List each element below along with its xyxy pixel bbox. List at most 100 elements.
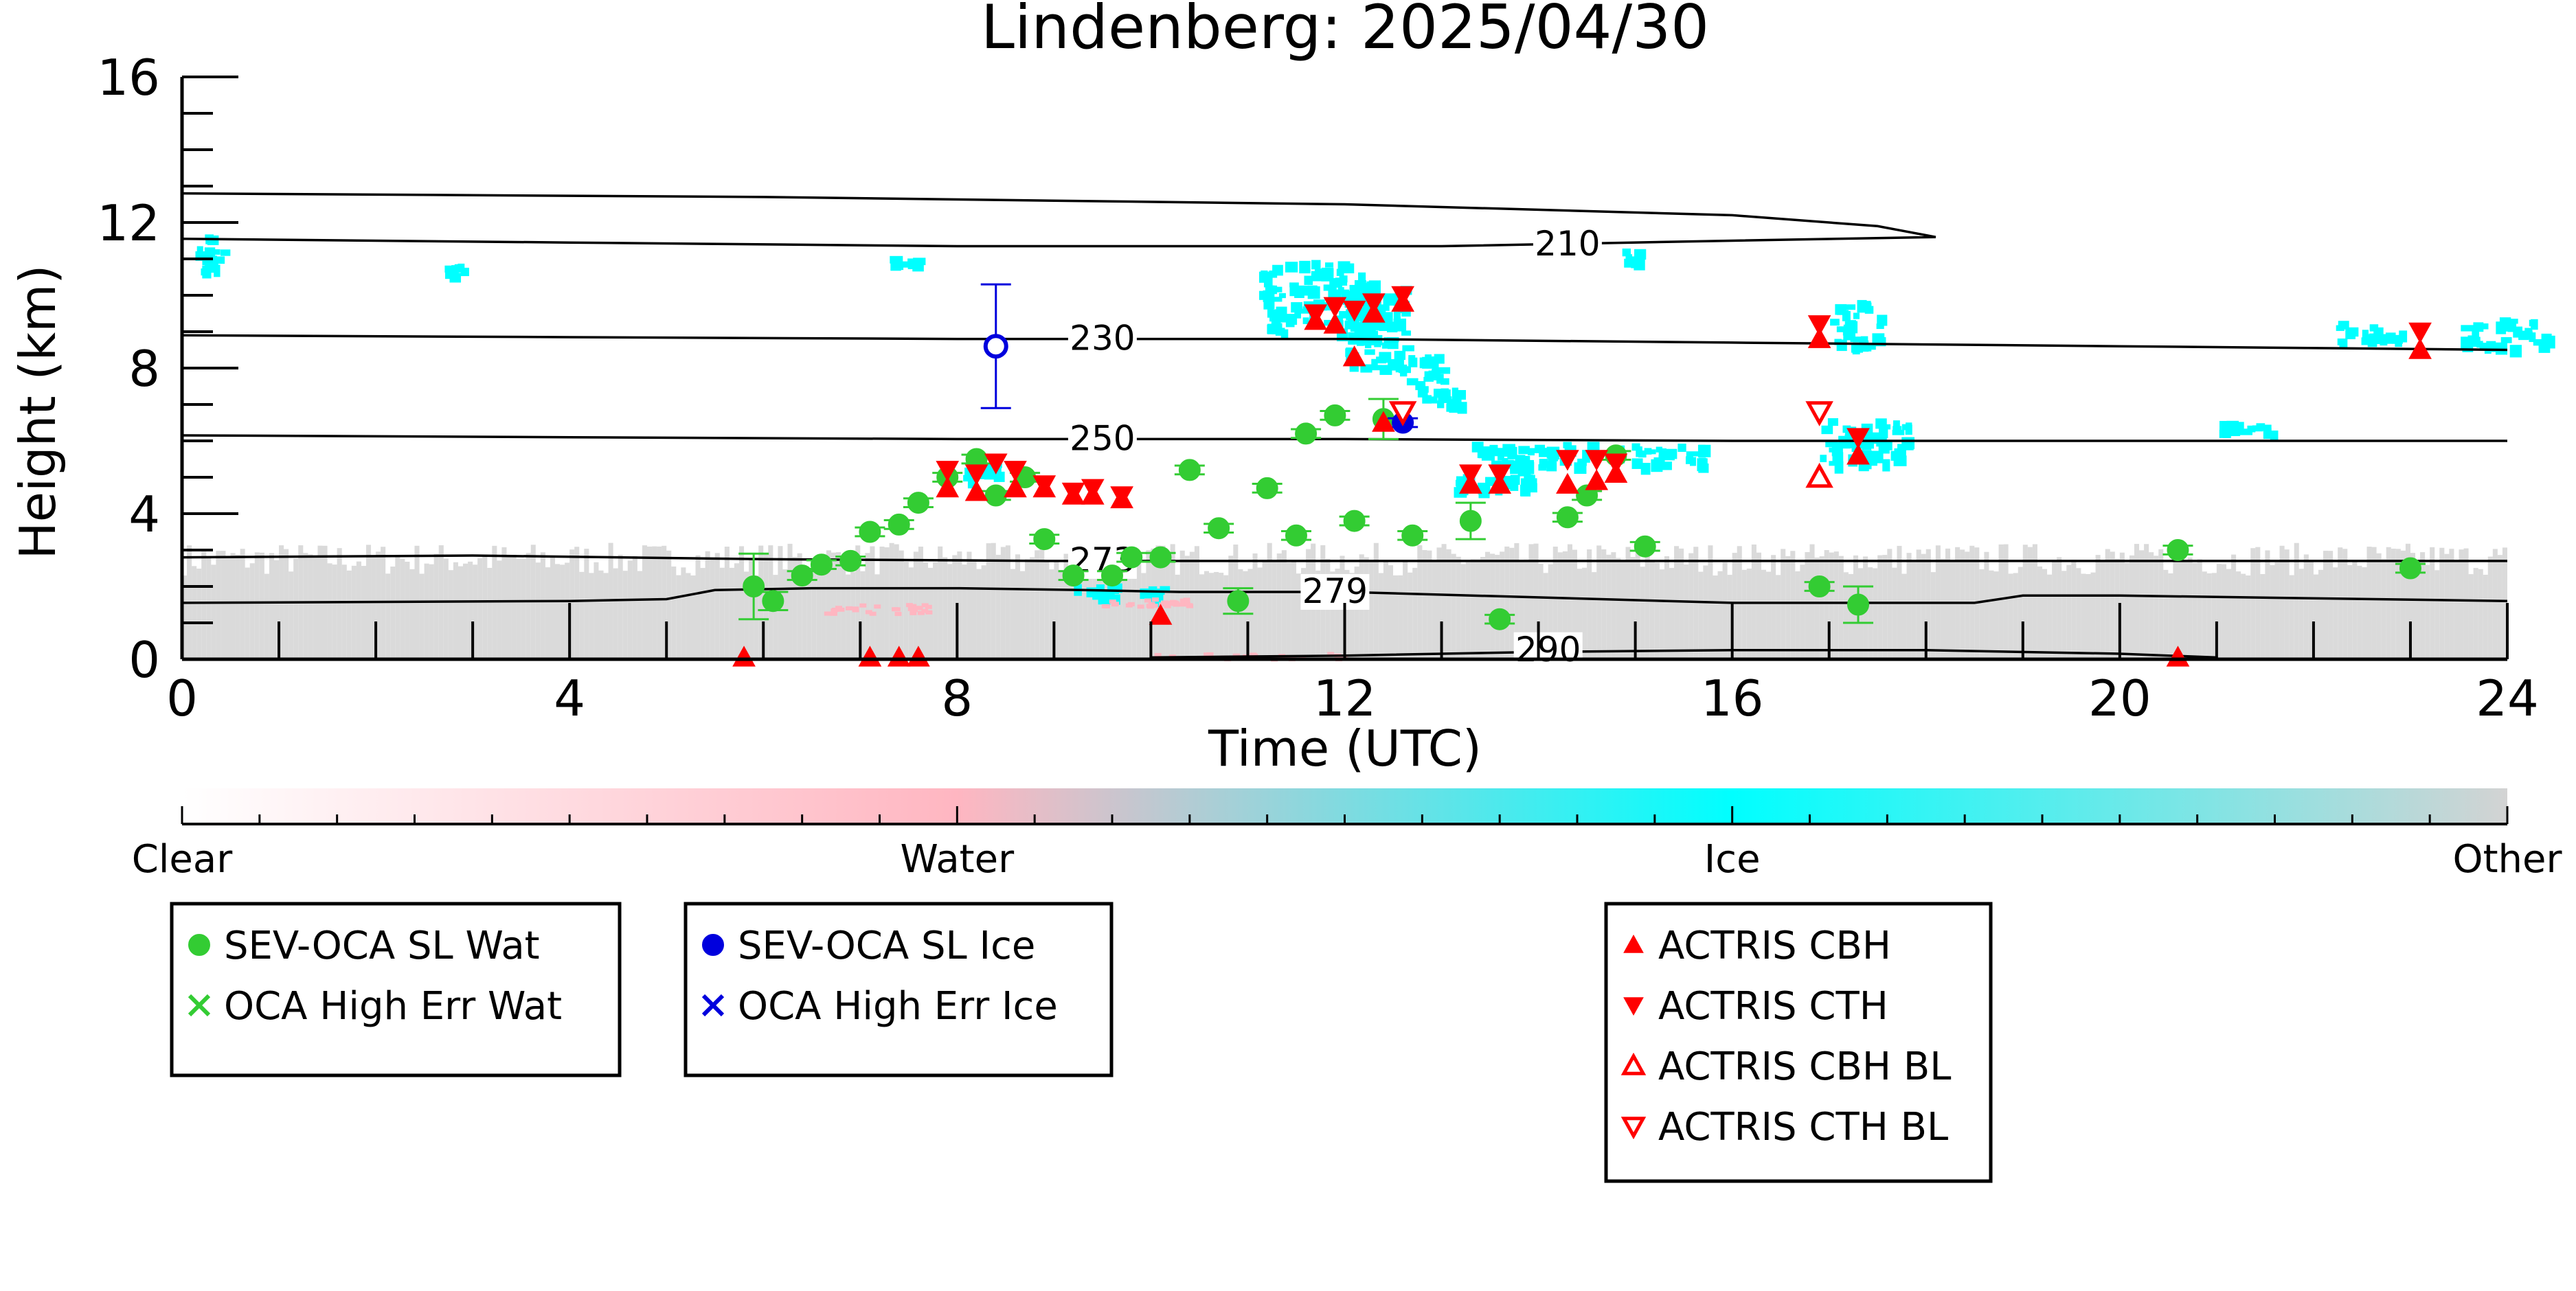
ice-class-patch: [2479, 343, 2492, 351]
ice-class-patch: [1521, 459, 1530, 469]
ice-class-patch: [2507, 325, 2516, 332]
other-class-patch: [2114, 558, 2120, 659]
other-class-patch: [2473, 568, 2478, 659]
ice-class-patch: [1388, 358, 1399, 371]
other-class-patch: [2236, 571, 2241, 659]
ice-class-patch: [214, 264, 221, 277]
other-class-patch: [1684, 564, 1689, 659]
other-class-patch: [2376, 553, 2382, 659]
ice-class-patch: [1868, 343, 1876, 350]
other-class-patch: [738, 546, 745, 659]
other-class-patch: [1659, 569, 1664, 659]
water-class-patch: [830, 611, 837, 616]
ice-class-patch: [1278, 293, 1286, 299]
other-class-patch: [337, 548, 342, 659]
other-class-patch: [2144, 544, 2149, 659]
ice-class-patch: [2229, 424, 2241, 437]
other-class-patch: [2149, 552, 2154, 659]
ice-class-patch: [1449, 404, 1458, 413]
point-actris-cth: [1459, 464, 1482, 485]
other-class-patch: [1044, 560, 1050, 659]
water-class-patch: [826, 611, 833, 616]
other-class-patch: [744, 571, 749, 659]
other-class-patch: [1083, 550, 1088, 659]
other-class-patch: [1596, 545, 1602, 659]
other-class-patch: [1756, 552, 1761, 659]
other-class-patch: [351, 565, 357, 659]
legend-marker: [188, 994, 211, 1017]
x-tick-label: 4: [554, 670, 585, 727]
point-actris-cth: [1004, 461, 1027, 482]
other-class-patch: [1892, 567, 1897, 659]
ice-class-patch: [444, 269, 453, 279]
other-class-patch: [1950, 561, 1956, 659]
ice-class-patch: [1371, 365, 1382, 371]
water-class-patch: [1186, 603, 1193, 608]
other-class-patch: [1078, 558, 1083, 659]
water-class-patch: [1162, 600, 1169, 605]
ice-class-patch: [201, 268, 208, 276]
other-class-patch: [1930, 572, 1936, 659]
legend-entry-label: OCA High Err Ice: [738, 984, 1058, 1029]
other-class-patch: [729, 567, 734, 659]
ice-class-patch: [1834, 461, 1844, 474]
ice-class-patch: [1422, 356, 1433, 369]
point-sev-oca-sl-wat: [1576, 484, 1598, 507]
other-class-patch: [2405, 543, 2410, 659]
other-class-patch: [1906, 553, 1912, 659]
ice-class-patch: [2495, 342, 2508, 355]
other-class-patch: [1722, 562, 1728, 659]
other-class-patch: [899, 550, 904, 659]
colorbar-label: Water: [901, 837, 1015, 882]
ice-class-patch: [460, 267, 469, 277]
ice-class-patch: [1406, 378, 1419, 386]
ice-class-patch: [1336, 317, 1343, 323]
other-class-patch: [1925, 549, 1931, 659]
ice-class-patch: [1395, 363, 1404, 373]
legend-marker: [1620, 1117, 1647, 1140]
water-class-patch: [865, 610, 872, 615]
other-class-patch: [1766, 571, 1772, 659]
water-class-patch: [846, 606, 853, 610]
y-tick-label: 4: [128, 485, 160, 543]
legend-box-2: SEV-OCA SL Ice OCA High Err Ice: [683, 902, 1114, 1077]
other-class-patch: [1989, 570, 1994, 659]
point-actris-cbh: [1149, 604, 1173, 625]
ice-class-patch: [1870, 450, 1884, 464]
water-class-patch: [909, 610, 917, 615]
other-class-patch: [2197, 559, 2202, 659]
other-class-patch: [1456, 556, 1461, 659]
other-class-patch: [2226, 569, 2232, 659]
other-class-patch: [1368, 560, 1374, 659]
contour-label-bg: [1067, 321, 1137, 357]
legend-marker: [1623, 997, 1644, 1016]
other-class-patch: [2284, 549, 2290, 659]
ice-class-patch: [1653, 457, 1664, 464]
ice-class-patch: [1160, 586, 1171, 591]
ice-class-patch: [1890, 450, 1897, 461]
other-class-patch: [2492, 549, 2498, 659]
other-class-patch: [2124, 562, 2129, 659]
other-class-patch: [2241, 573, 2246, 659]
other-class-patch: [1204, 571, 1210, 659]
other-class-patch: [235, 554, 240, 659]
other-class-patch: [1281, 550, 1287, 659]
other-class-patch: [521, 559, 526, 659]
contour-line-273: [181, 554, 2507, 562]
series-actris-cth-bl: [1388, 401, 1833, 426]
ice-class-patch: [1408, 355, 1416, 367]
other-class-patch: [1223, 575, 1229, 659]
other-class-patch: [341, 564, 347, 659]
other-class-patch: [1107, 558, 1112, 659]
point-sev-oca-sl-wat: [839, 549, 862, 572]
point-actris-cbh: [858, 646, 882, 667]
other-class-patch: [647, 546, 653, 659]
legend-marker: [702, 934, 724, 956]
ice-class-patch: [1820, 455, 1827, 463]
chart-title: Lindenberg: 2025/04/30: [981, 0, 1709, 62]
other-class-patch: [1567, 544, 1572, 659]
other-class-patch: [1257, 567, 1263, 659]
other-class-patch: [2119, 552, 2125, 659]
